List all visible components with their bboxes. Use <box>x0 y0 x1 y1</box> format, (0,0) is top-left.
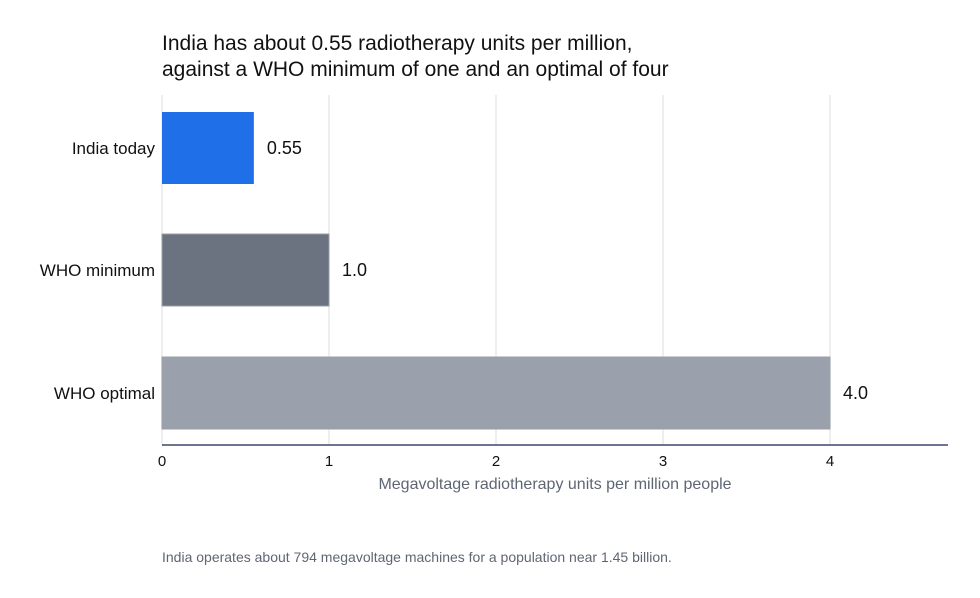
data-label: 4.0 <box>843 383 868 403</box>
x-tick-label: 0 <box>158 453 166 470</box>
x-tick-label: 2 <box>492 453 500 470</box>
bar <box>162 112 254 184</box>
chart-title: India has about 0.55 radiotherapy units … <box>162 32 669 81</box>
x-axis: 0 1 2 3 4 <box>158 444 948 470</box>
x-tick-label: 4 <box>826 453 834 470</box>
category-label: WHO minimum <box>40 261 155 280</box>
x-axis-title: Megavoltage radiotherapy units per milli… <box>378 476 731 493</box>
data-label: 1.0 <box>342 260 367 280</box>
footnote: India operates about 794 megavoltage mac… <box>162 549 672 565</box>
category-label: WHO optimal <box>54 384 155 403</box>
chart-title-line: against a WHO minimum of one and an opti… <box>162 58 669 81</box>
chart-title-line: India has about 0.55 radiotherapy units … <box>162 32 632 55</box>
bar <box>161 356 831 430</box>
x-tick-label: 3 <box>659 453 667 470</box>
bar <box>161 233 330 307</box>
x-tick-label: 1 <box>325 453 333 470</box>
bars: India today 0.55 WHO minimum 1.0 WHO optimal… <box>40 112 868 430</box>
category-label: India today <box>72 139 156 158</box>
data-label: 0.55 <box>267 138 302 158</box>
